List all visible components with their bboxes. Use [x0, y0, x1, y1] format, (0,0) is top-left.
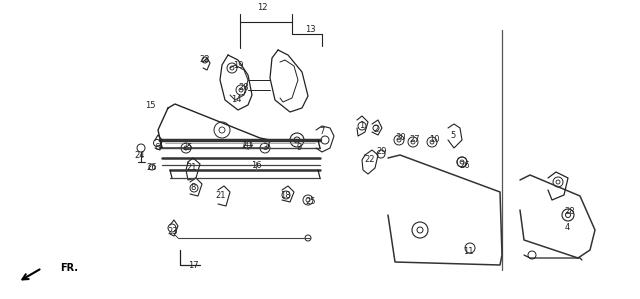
Text: 17: 17: [188, 260, 198, 269]
Text: 28: 28: [239, 83, 250, 92]
Text: 5: 5: [451, 130, 456, 140]
Text: 4: 4: [564, 223, 570, 233]
Text: 21: 21: [216, 191, 227, 201]
Text: 25: 25: [306, 198, 316, 207]
Text: 1: 1: [360, 120, 365, 129]
Text: 29: 29: [377, 147, 387, 156]
Text: FR.: FR.: [60, 263, 78, 273]
Text: 19: 19: [233, 60, 243, 69]
Text: 2: 2: [373, 126, 379, 135]
Text: 9: 9: [296, 144, 301, 152]
Text: 23: 23: [168, 228, 179, 237]
Text: 22: 22: [200, 56, 211, 65]
Text: 14: 14: [231, 95, 241, 104]
Text: 25: 25: [183, 144, 193, 152]
Text: 3: 3: [262, 144, 268, 152]
Text: 7: 7: [319, 127, 324, 137]
Text: 12: 12: [257, 4, 268, 13]
Text: 11: 11: [463, 248, 473, 257]
Text: 22: 22: [365, 155, 375, 164]
Text: 26: 26: [147, 164, 157, 173]
Text: 24: 24: [135, 150, 145, 159]
Text: 10: 10: [429, 135, 439, 144]
Text: 16: 16: [251, 161, 261, 170]
Text: 20: 20: [242, 141, 252, 150]
Text: 21: 21: [187, 164, 197, 173]
Text: 27: 27: [410, 135, 420, 144]
Text: 18: 18: [280, 191, 291, 201]
Text: 8: 8: [190, 184, 196, 193]
Text: 6: 6: [154, 144, 160, 152]
Text: 28: 28: [564, 208, 575, 216]
Text: 26: 26: [460, 161, 470, 170]
Text: 30: 30: [396, 133, 406, 143]
Text: 13: 13: [305, 25, 316, 34]
Text: 15: 15: [145, 100, 156, 109]
